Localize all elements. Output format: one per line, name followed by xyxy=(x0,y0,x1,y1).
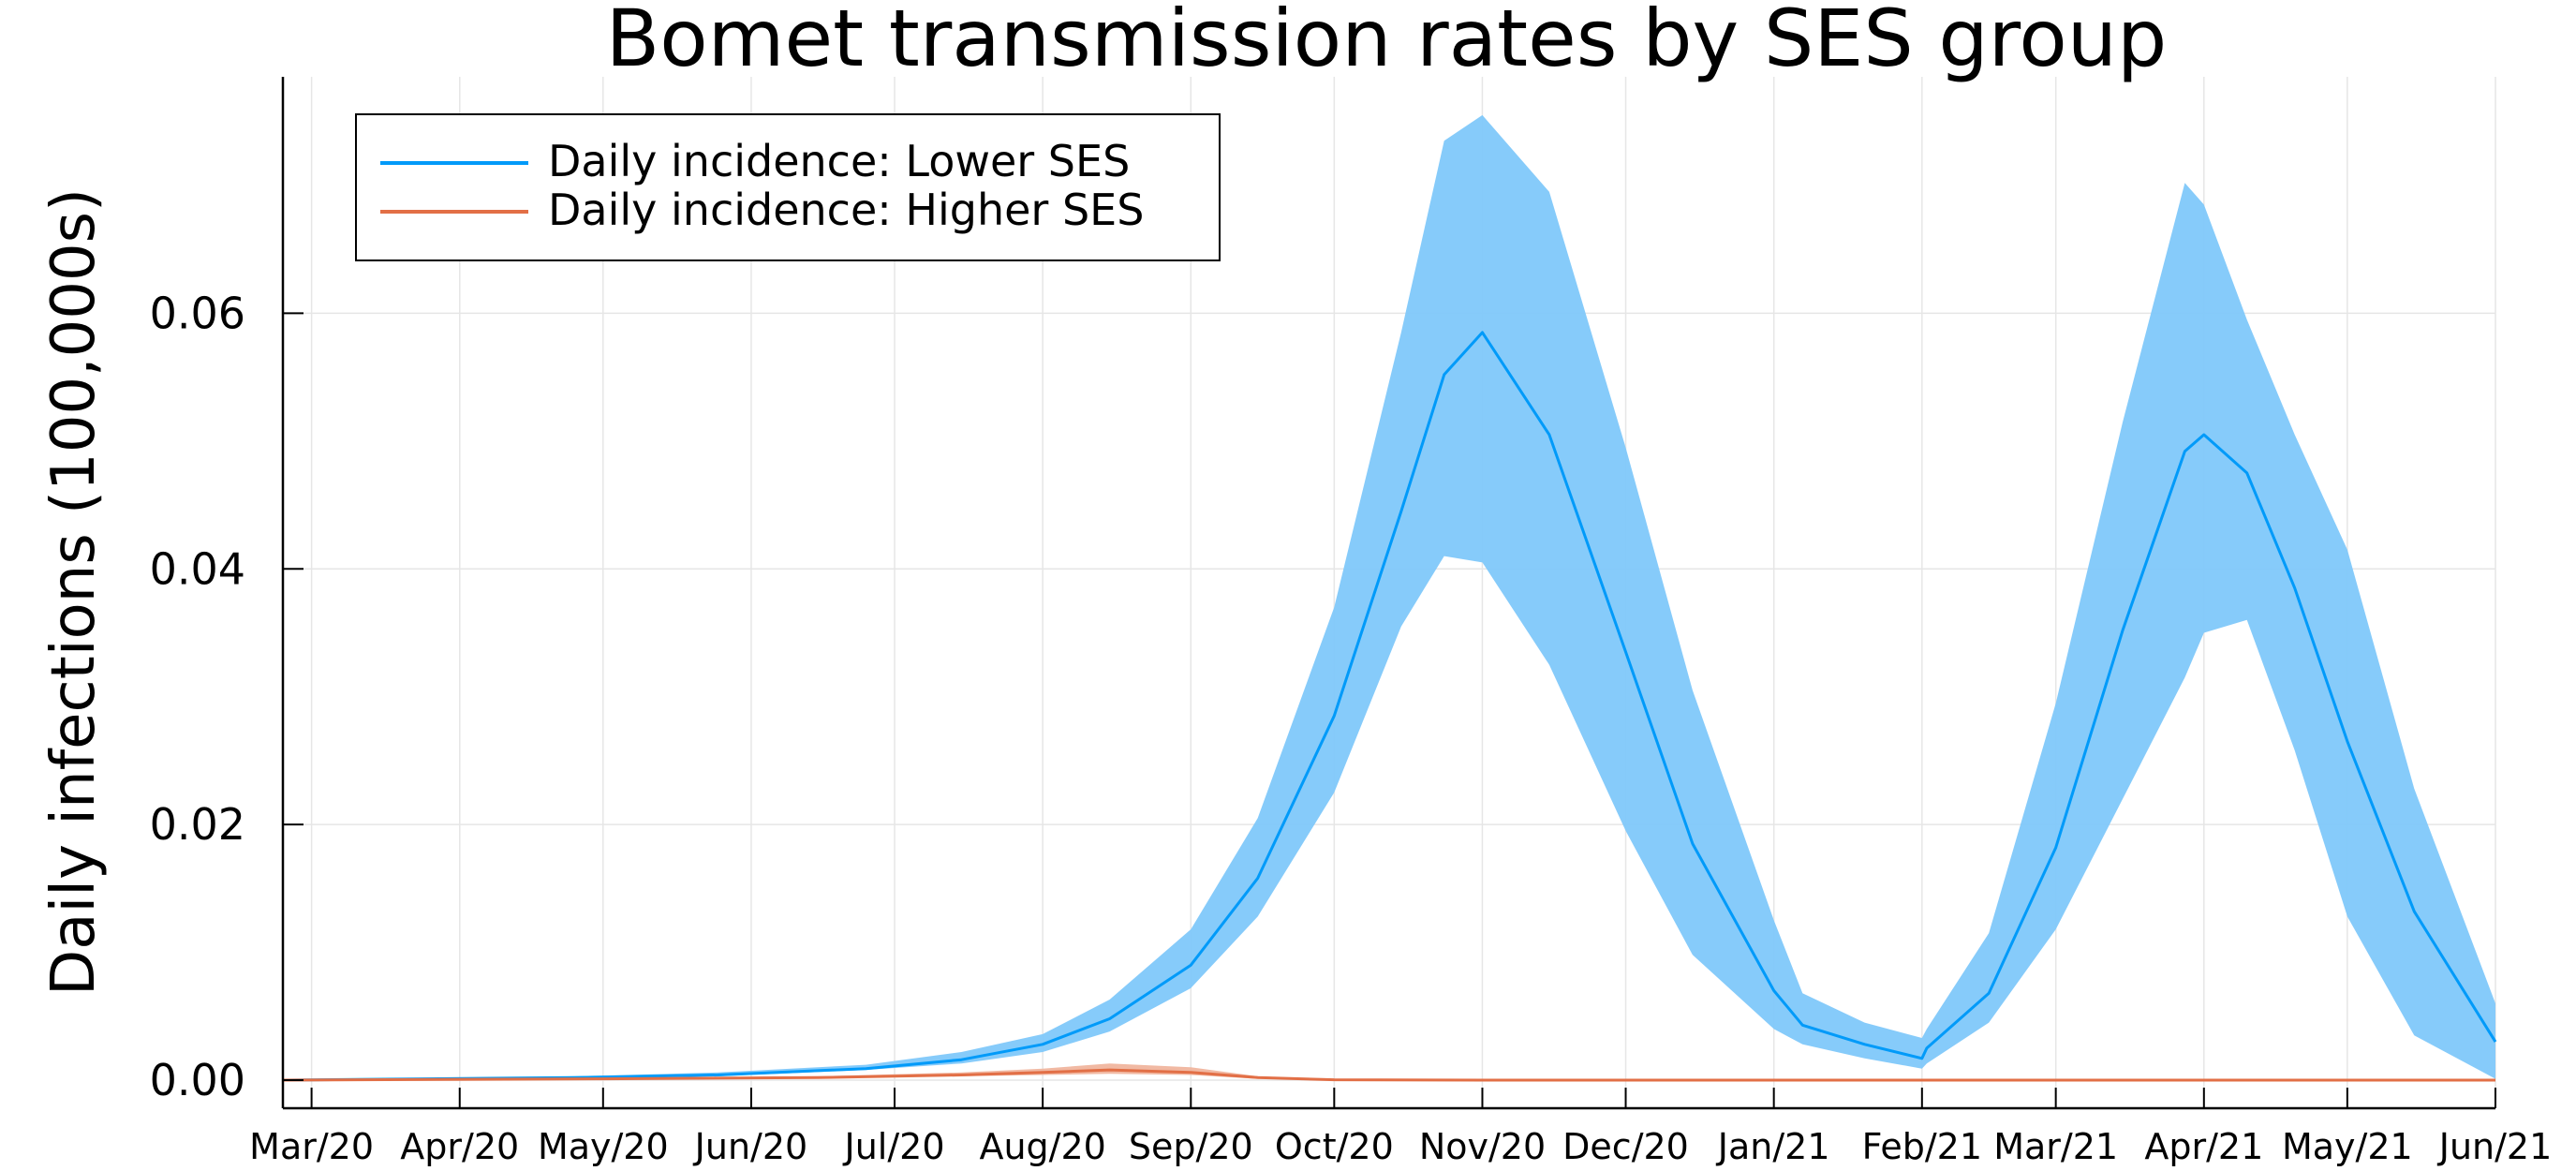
legend-label-lower-ses: Daily incidence: Lower SES xyxy=(548,136,1130,186)
legend: Daily incidence: Lower SES Daily inciden… xyxy=(355,113,1221,261)
x-tick-label: Sep/20 xyxy=(1129,1126,1253,1167)
x-tick-label: Mar/21 xyxy=(1993,1126,2118,1167)
y-ticks: 0.00 0.02 0.04 0.06 xyxy=(150,288,303,1105)
x-tick-label: Apr/20 xyxy=(400,1126,519,1167)
x-tick-label: May/21 xyxy=(2282,1126,2413,1167)
x-tick-label: Oct/20 xyxy=(1275,1126,1394,1167)
x-tick-label: Dec/20 xyxy=(1562,1126,1689,1167)
x-tick-label: Aug/20 xyxy=(979,1126,1105,1167)
x-tick-label: Nov/20 xyxy=(1419,1126,1546,1167)
y-tick-label: 0.06 xyxy=(150,288,245,338)
legend-box xyxy=(355,113,1221,261)
line-higher-ses xyxy=(282,1068,2495,1082)
y-axis-label: Daily infections (100,000s) xyxy=(39,188,109,996)
x-tick-label: Apr/21 xyxy=(2144,1126,2263,1167)
line-lower-ses xyxy=(282,331,2497,1082)
x-tick-label: Jun/21 xyxy=(2437,1126,2553,1167)
x-tick-label: Jul/20 xyxy=(842,1126,944,1167)
x-tick-label: Jun/20 xyxy=(693,1126,808,1167)
y-tick-label: 0.04 xyxy=(150,543,245,594)
x-tick-label: Jan/21 xyxy=(1716,1126,1830,1167)
y-tick-label: 0.02 xyxy=(150,799,245,850)
x-tick-label: Feb/21 xyxy=(1862,1126,1982,1167)
legend-label-higher-ses: Daily incidence: Higher SES xyxy=(548,185,1144,235)
chart-title: Bomet transmission rates by SES group xyxy=(606,0,2168,84)
x-tick-label: May/20 xyxy=(538,1126,669,1167)
y-tick-label: 0.00 xyxy=(150,1055,245,1105)
x-tick-label: Mar/20 xyxy=(249,1126,374,1167)
x-ticks: Mar/20 Apr/20 May/20 Jun/20 Jul/20 Aug/20 Sep/… xyxy=(249,1088,2552,1167)
axes xyxy=(281,77,2495,1110)
band-lower-ses xyxy=(283,114,2495,1080)
